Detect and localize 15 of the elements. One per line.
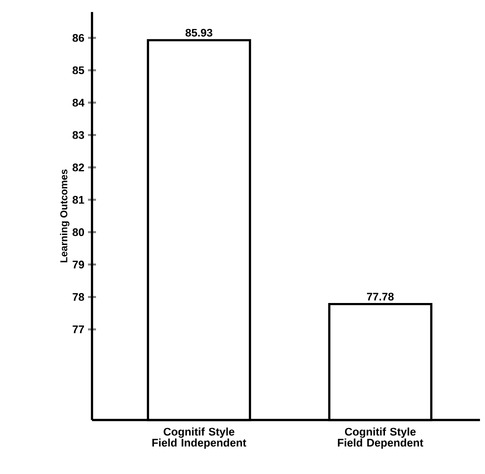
y-tick-label: 77 <box>72 326 84 334</box>
y-tick-label: 79 <box>72 260 84 268</box>
y-axis-title: Learning Outcomes <box>60 169 70 262</box>
y-tick-label: 84 <box>72 98 84 107</box>
x-tick-label: Cognitif Style Field Independent <box>152 428 246 449</box>
y-tick-label: 78 <box>72 293 84 301</box>
y-tick-label: 82 <box>72 164 84 172</box>
y-tick-label: 80 <box>72 228 84 236</box>
y-tick-label: 81 <box>72 196 84 204</box>
y-tick-label: 86 <box>72 34 84 42</box>
y-tick-label: 83 <box>72 131 84 139</box>
x-tick-label: Cognitif Style Field Dependent <box>338 428 424 449</box>
y-tick-label: 85 <box>72 66 84 74</box>
data-label: 85.93 <box>186 28 212 37</box>
data-label: 77.78 <box>366 292 394 301</box>
